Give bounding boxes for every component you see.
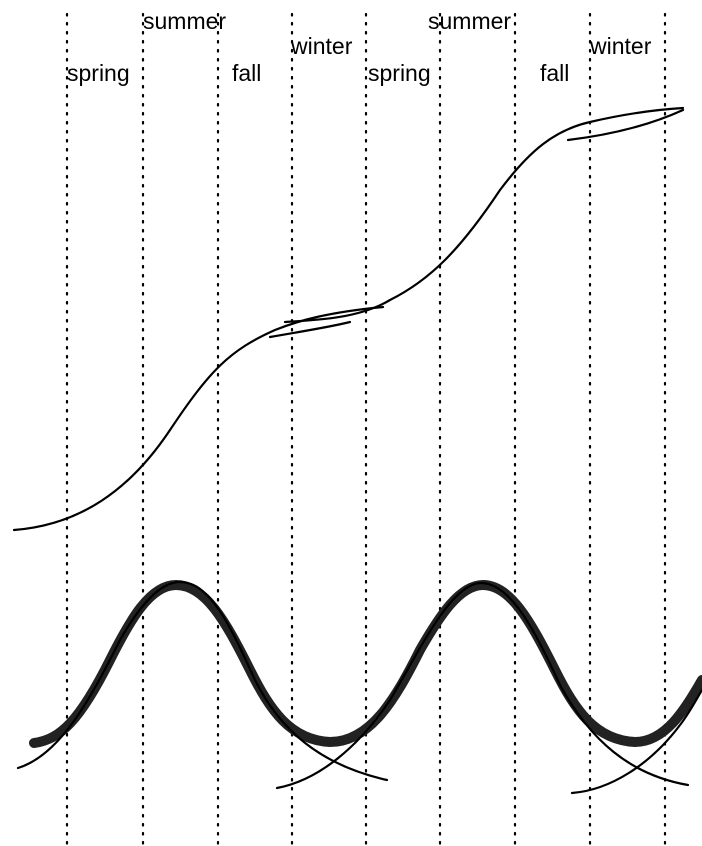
season-label-summer: summer — [143, 8, 226, 34]
season-label-winter: winter — [290, 33, 353, 59]
season-label-summer: summer — [428, 8, 511, 34]
season-label-fall: fall — [540, 60, 569, 86]
oscillation-band — [16, 580, 702, 795]
oscillation-thin-strand — [275, 581, 690, 790]
oscillation-thin-strand — [16, 580, 389, 782]
cumulative-curve-lower-branch — [566, 108, 685, 142]
oscillation-thick-curve — [29, 580, 702, 748]
season-label-winter: winter — [589, 33, 652, 59]
season-labels: spring summer fall winter spring summer … — [67, 8, 652, 86]
cumulative-curve-segment — [283, 106, 685, 324]
season-dividers — [65, 12, 667, 846]
season-label-spring: spring — [67, 60, 130, 86]
cumulative-curve-segment — [12, 305, 385, 532]
cumulative-curve-lower-branch — [268, 320, 352, 339]
oscillation-thin-strand — [570, 688, 702, 795]
cumulative-curve — [12, 106, 685, 532]
season-label-fall: fall — [232, 60, 261, 86]
season-label-spring: spring — [368, 60, 431, 86]
